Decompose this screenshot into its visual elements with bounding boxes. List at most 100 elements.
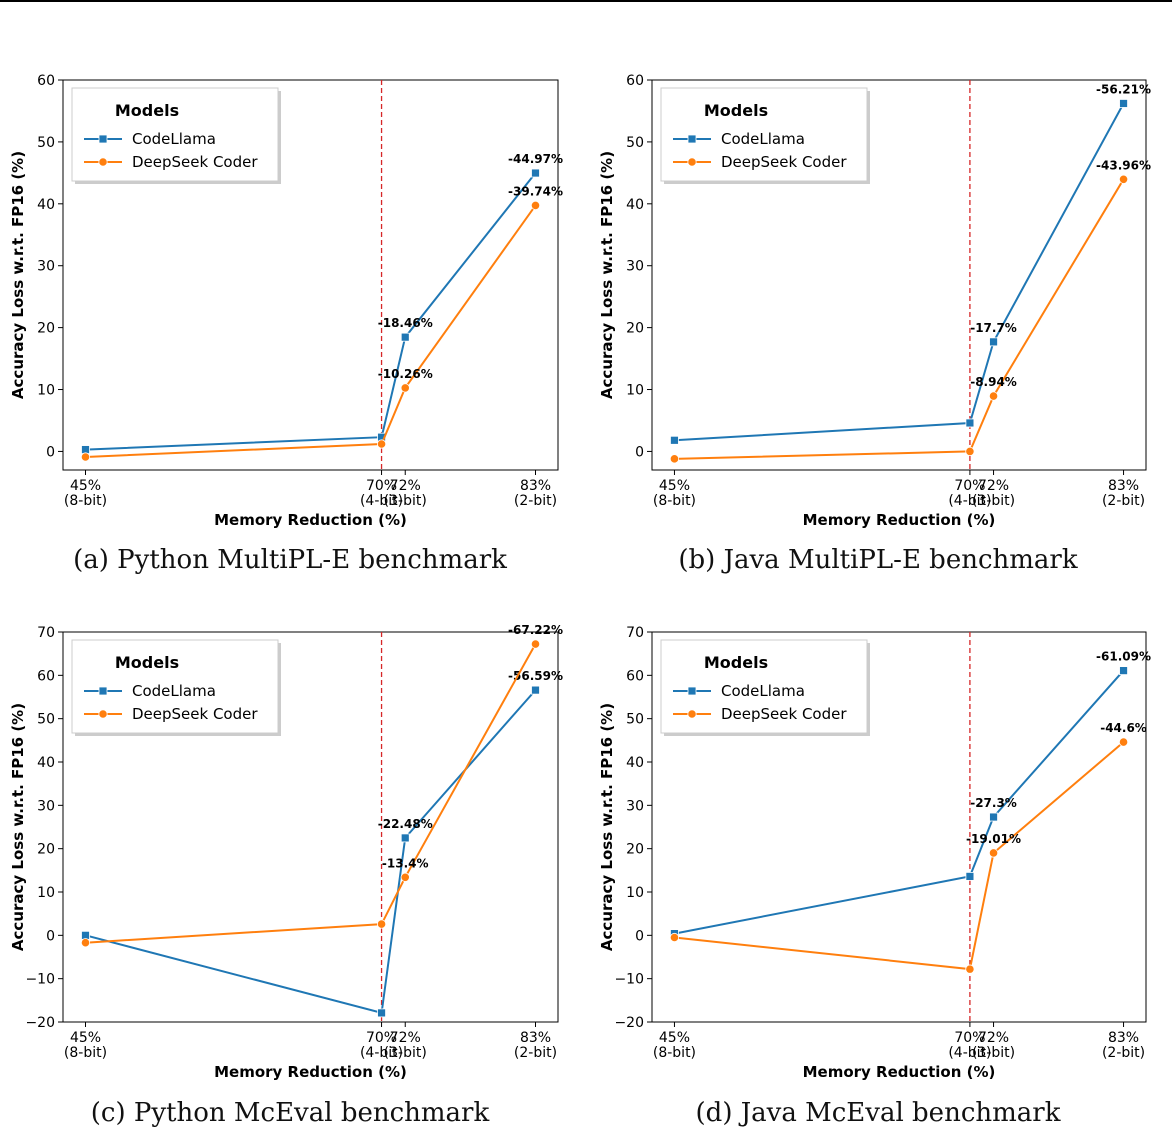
data-label: -56.59% [508, 669, 563, 683]
legend-box [71, 639, 279, 734]
x-tick-sublabel: (3-bit) [384, 1045, 427, 1061]
data-point-deepseek [965, 964, 975, 974]
x-tick-label: 72% [390, 478, 421, 494]
y-tick-label: 60 [37, 73, 55, 89]
data-point-codellama [989, 812, 998, 822]
data-point-codellama [965, 418, 975, 428]
data-label: -67.22% [508, 623, 563, 637]
y-axis-label: Accuracy Loss w.r.t. FP16 (%) [9, 703, 27, 951]
data-label: -8.94% [970, 375, 1017, 389]
y-tick-label: 20 [626, 842, 644, 858]
legend-marker-circle [687, 709, 697, 719]
data-label: -17.7% [970, 321, 1017, 335]
data-point-deepseek [1118, 737, 1129, 747]
data-point-codellama [400, 332, 410, 342]
data-point-codellama [531, 168, 540, 178]
y-tick-label: 20 [37, 842, 55, 858]
data-point-deepseek [988, 391, 999, 401]
data-label: -27.3% [970, 796, 1017, 810]
x-tick-label: 45% [70, 1030, 101, 1046]
x-tick-label: 83% [520, 1030, 551, 1046]
x-tick-sublabel: (8-bit) [64, 1045, 107, 1061]
y-tick-label: −10 [25, 972, 55, 988]
caption-b: (b) Java MultiPL-E benchmark [678, 545, 1078, 575]
y-tick-label: 20 [626, 321, 644, 337]
chart-panel-b: 0 10 20 30 40 50 60 45% (8-bit) 70% (4-bit) 72% (3-b… [588, 60, 1172, 540]
legend-box [660, 639, 868, 734]
y-axis-label: Accuracy Loss w.r.t. FP16 (%) [598, 151, 616, 399]
y-tick-label: 0 [635, 928, 644, 944]
caption-c: (c) Python McEval benchmark [90, 1098, 490, 1128]
legend-label: DeepSeek Coder [132, 153, 258, 171]
data-point-deepseek [376, 919, 387, 929]
x-tick-sublabel: (3-bit) [972, 493, 1015, 509]
data-label: -10.26% [378, 367, 433, 381]
legend-label: DeepSeek Coder [721, 153, 847, 171]
y-tick-label: 70 [626, 625, 644, 641]
y-tick-label: 0 [46, 928, 55, 944]
plot-frame [62, 79, 559, 471]
data-label: -19.01% [966, 832, 1021, 846]
y-tick-label: 10 [626, 885, 644, 901]
x-tick-sublabel: (4-bit) [948, 493, 991, 509]
series-line-codellama [85, 172, 537, 451]
x-tick-sublabel: (8-bit) [64, 493, 107, 509]
x-tick-label: 83% [520, 478, 551, 494]
y-tick-label: 0 [635, 444, 644, 460]
caption-d: (d) Java McEval benchmark [695, 1098, 1061, 1128]
x-axis-label: Memory Reduction (%) [803, 511, 996, 529]
legend-label: CodeLlama [721, 682, 805, 700]
x-tick-sublabel: (4-bit) [360, 493, 403, 509]
y-tick-label: 40 [37, 755, 55, 771]
legend-marker-square [98, 686, 108, 696]
x-tick-sublabel: (2-bit) [1102, 493, 1145, 509]
data-label: -43.96% [1096, 158, 1151, 172]
legend-title: Models [704, 101, 768, 120]
y-tick-label: 30 [626, 259, 644, 275]
y-tick-label: 60 [626, 668, 644, 684]
legend-label: DeepSeek Coder [721, 705, 847, 723]
data-point-codellama [377, 1008, 386, 1018]
legend-title: Models [704, 653, 768, 672]
data-label: -44.97% [508, 152, 563, 166]
legend-label: CodeLlama [721, 130, 805, 148]
series-line-deepseek [85, 204, 537, 458]
y-tick-label: 20 [37, 321, 55, 337]
x-tick-sublabel: (3-bit) [972, 1045, 1015, 1061]
chart-svg-b: 0 10 20 30 40 50 60 45%(8-bit) 70%(4-bit)72%(3-b… [598, 73, 1151, 529]
x-axis-label: Memory Reduction (%) [214, 1063, 407, 1081]
y-tick-label: 50 [626, 135, 644, 151]
legend-title: Models [115, 101, 179, 120]
series-line-deepseek [85, 643, 537, 944]
legend-marker-square [687, 686, 697, 696]
chart-svg-a: 0 10 20 30 40 50 60 45%(8-bit) 70%(4-bit)72%(3-b… [9, 73, 563, 529]
plot-frame [651, 79, 1147, 471]
data-label: -39.74% [508, 184, 563, 198]
x-tick-sublabel: (2-bit) [514, 493, 557, 509]
y-tick-label: −20 [25, 1015, 55, 1031]
data-point-deepseek [530, 639, 541, 649]
series-line-deepseek [674, 178, 1125, 460]
data-point-codellama [1119, 99, 1128, 108]
y-tick-label: 50 [37, 135, 55, 151]
x-tick-label: 70% [954, 1030, 985, 1046]
plot-frame [62, 631, 559, 1023]
y-tick-label: 10 [37, 885, 55, 901]
x-tick-sublabel: (2-bit) [514, 1045, 557, 1061]
y-tick-label: 30 [37, 259, 55, 275]
y-axis-label: Accuracy Loss w.r.t. FP16 (%) [9, 151, 27, 399]
data-point-codellama [531, 685, 540, 695]
data-label: -18.46% [378, 316, 433, 330]
y-tick-label: 50 [37, 712, 55, 728]
y-tick-label: −10 [614, 972, 644, 988]
y-tick-label: 40 [626, 755, 644, 771]
data-point-deepseek [400, 383, 410, 393]
chart-panel-d: −20 −10 0 10 20 30 40 50 60 70 45% (8-bit) 70% (4-bit… [588, 615, 1172, 1095]
data-point-codellama [670, 435, 679, 445]
x-axis-label: Memory Reduction (%) [803, 1063, 996, 1081]
legend-marker-circle [687, 157, 697, 167]
data-point-codellama [400, 833, 410, 843]
legend-marker-square [98, 134, 108, 144]
x-axis-label: Memory Reduction (%) [214, 511, 407, 529]
x-tick-label: 70% [366, 1030, 397, 1046]
